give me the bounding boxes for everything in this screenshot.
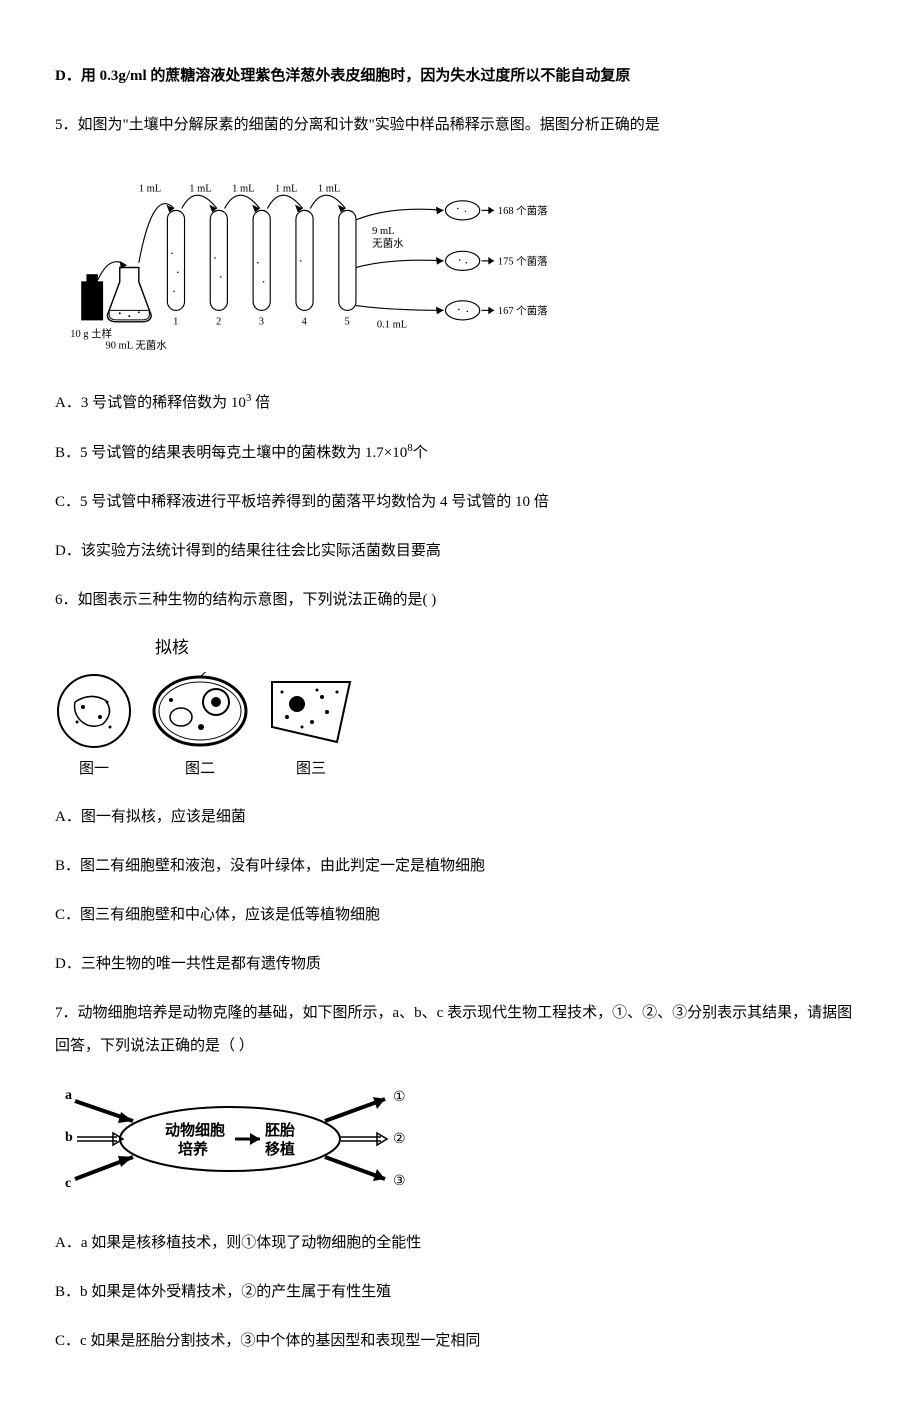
colony-1: 168 个菌落: [498, 205, 548, 217]
ml-2: 1 mL: [232, 183, 254, 194]
output-2: ②: [393, 1132, 406, 1147]
center-r2: 移植: [265, 1140, 295, 1158]
q7-figure: 动物细胞 胚胎 培养 移植 a b c ① ② ③: [55, 1079, 865, 1209]
tube-1: 1: [173, 317, 178, 328]
cell-1: 图一: [55, 672, 133, 783]
q5-stem: 5．如图为"土壤中分解尿素的细菌的分离和计数"实验中样品稀释示意图。据图分析正确…: [55, 109, 865, 142]
water9-label: 9 mL 无菌水: [372, 226, 404, 249]
tube-3: 3: [259, 317, 264, 328]
option-text: 用 0.3g/ml 的蔗糖溶液处理紫色洋葱外表皮细胞时，因为失水过度所以不能自动…: [81, 68, 631, 84]
center-l1: 动物细胞: [165, 1121, 225, 1139]
cell3-icon: [267, 672, 355, 750]
q5-figure: 10 g 土样 90 mL 无菌水 1 2 3: [55, 158, 865, 368]
input-c: c: [65, 1176, 71, 1191]
q7-stem: 7．动物细胞培养是动物克隆的基础，如下图所示，a、b、c 表示现代生物工程技术，…: [55, 997, 865, 1063]
q6-optC-text: C．图三有细胞壁和中心体，应该是低等植物细胞: [55, 907, 380, 923]
q5-text: 如图为"土壤中分解尿素的细菌的分离和计数"实验中样品稀释示意图。据图分析正确的是: [78, 117, 660, 133]
cell1-label: 图一: [79, 756, 109, 783]
q6-top-label: 拟核: [55, 633, 865, 664]
center-r1: 胚胎: [265, 1121, 295, 1139]
cell1-icon: [55, 672, 133, 750]
cell-2: 图二: [151, 672, 249, 783]
cell-3: 图三: [267, 672, 355, 783]
center-l2: 培养: [178, 1140, 209, 1158]
plates-group: 168 个菌落 175 个菌落 167 个菌落: [356, 201, 548, 320]
q7-text: 动物细胞培养是动物克隆的基础，如下图所示，a、b、c 表示现代生物工程技术，①、…: [55, 1005, 852, 1054]
input-b: b: [65, 1130, 73, 1145]
output-1: ①: [393, 1090, 406, 1105]
cell2-label: 图二: [185, 756, 215, 783]
dilution-diagram: 10 g 土样 90 mL 无菌水 1 2 3: [55, 158, 575, 358]
cell3-label: 图三: [296, 756, 326, 783]
q5-optA-suffix: 倍: [251, 395, 270, 411]
q7-optA-text: A．a 如果是核移植技术，则①体现了动物细胞的全能性: [55, 1235, 421, 1251]
q7-number: 7．: [55, 1005, 78, 1021]
q7-option-c: C．c 如果是胚胎分割技术，③中个体的基因型和表现型一定相同: [55, 1325, 865, 1358]
option-prefix: D．: [55, 68, 81, 84]
tube-4: 4: [302, 317, 308, 328]
q5-option-d: D．该实验方法统计得到的结果往往会比实际活菌数目要高: [55, 535, 865, 568]
tube-5: 5: [345, 317, 350, 328]
cell2-icon: [151, 672, 249, 750]
q6-option-a: A．图一有拟核，应该是细菌: [55, 801, 865, 834]
cells-row: 图一 图二 图三: [55, 672, 865, 783]
ml-3: 1 mL: [275, 183, 297, 194]
ml-1: 1 mL: [189, 183, 211, 194]
q6-option-b: B．图二有细胞壁和液泡，没有叶绿体，由此判定一定是植物细胞: [55, 850, 865, 883]
ml-0: 1 mL: [139, 183, 161, 194]
ml-4: 1 mL: [318, 183, 340, 194]
q5-optD-text: D．该实验方法统计得到的结果往往会比实际活菌数目要高: [55, 543, 441, 559]
input-a: a: [65, 1088, 72, 1103]
q5-option-c: C．5 号试管中稀释液进行平板培养得到的菌落平均数恰为 4 号试管的 10 倍: [55, 486, 865, 519]
q6-optA-text: A．图一有拟核，应该是细菌: [55, 809, 246, 825]
q4-option-d: D．用 0.3g/ml 的蔗糖溶液处理紫色洋葱外表皮细胞时，因为失水过度所以不能…: [55, 60, 865, 93]
output-3: ③: [393, 1174, 406, 1189]
q6-stem: 6．如图表示三种生物的结构示意图，下列说法正确的是( ): [55, 584, 865, 617]
q6-option-c: C．图三有细胞壁和中心体，应该是低等植物细胞: [55, 899, 865, 932]
q6-text: 如图表示三种生物的结构示意图，下列说法正确的是( ): [78, 592, 437, 608]
q5-optB-text: B．5 号试管的结果表明每克土壤中的菌株数为 1.7×10: [55, 445, 407, 461]
plate-ml: 0.1 mL: [377, 320, 407, 331]
flow-diagram: 动物细胞 胚胎 培养 移植 a b c ① ② ③: [55, 1079, 425, 1199]
q5-optA-text: A．3 号试管的稀释倍数为 10: [55, 395, 246, 411]
q6-number: 6．: [55, 592, 78, 608]
q5-option-b: B．5 号试管的结果表明每克土壤中的菌株数为 1.7×108个: [55, 436, 865, 470]
q6-optD-text: D．三种生物的唯一共性是都有遗传物质: [55, 956, 321, 972]
q5-option-a: A．3 号试管的稀释倍数为 103 倍: [55, 386, 865, 420]
q6-figure: 拟核 图一 图二: [55, 633, 865, 783]
q6-optB-text: B．图二有细胞壁和液泡，没有叶绿体，由此判定一定是植物细胞: [55, 858, 485, 874]
q5-number: 5．: [55, 117, 78, 133]
q7-optC-text: C．c 如果是胚胎分割技术，③中个体的基因型和表现型一定相同: [55, 1333, 480, 1349]
water90-label: 90 mL 无菌水: [105, 339, 167, 351]
q7-option-a: A．a 如果是核移植技术，则①体现了动物细胞的全能性: [55, 1227, 865, 1260]
colony-3: 167 个菌落: [498, 305, 548, 317]
q6-option-d: D．三种生物的唯一共性是都有遗传物质: [55, 948, 865, 981]
tubes-group: 1 2 3 4 5: [167, 210, 356, 327]
q7-optB-text: B．b 如果是体外受精技术，②的产生属于有性生殖: [55, 1284, 391, 1300]
q5-optB-suffix: 个: [413, 445, 428, 461]
soil-label: 10 g 土样: [70, 327, 112, 340]
colony-2: 175 个菌落: [498, 256, 548, 268]
q5-optC-text: C．5 号试管中稀释液进行平板培养得到的菌落平均数恰为 4 号试管的 10 倍: [55, 494, 549, 510]
q7-option-b: B．b 如果是体外受精技术，②的产生属于有性生殖: [55, 1276, 865, 1309]
tube-2: 2: [216, 317, 221, 328]
